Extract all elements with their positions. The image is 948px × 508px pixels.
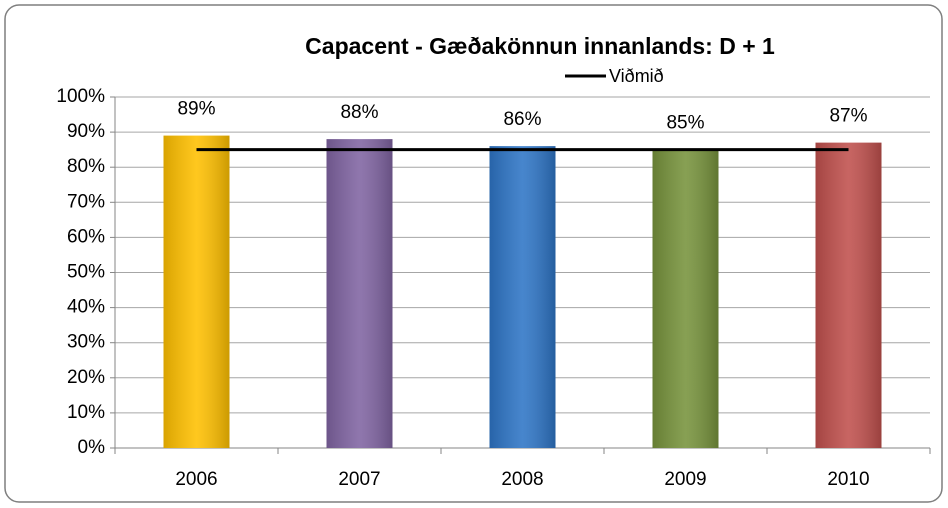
legend-label: Viðmið (609, 66, 664, 86)
data-label: 85% (666, 113, 704, 134)
x-tick-label: 2007 (338, 469, 380, 490)
x-tick-label: 2006 (175, 469, 217, 490)
bar-shade (163, 135, 230, 449)
bar-shade (489, 146, 556, 448)
y-tick-label: 50% (67, 262, 105, 283)
y-tick-label: 80% (67, 156, 105, 177)
chart-title: Capacent - Gæðakönnun innanlands: D + 1 (305, 33, 775, 59)
y-tick-label: 10% (67, 402, 105, 423)
x-tick-label: 2008 (501, 469, 543, 490)
y-tick-label: 70% (67, 191, 105, 212)
y-tick-label: 90% (67, 121, 105, 142)
y-tick-label: 40% (67, 297, 105, 318)
x-tick-label: 2009 (664, 469, 706, 490)
bar-shade (652, 149, 719, 448)
y-tick-label: 0% (78, 437, 106, 458)
y-tick-label: 60% (67, 226, 105, 247)
bar-shade (815, 142, 882, 448)
y-tick-label: 100% (56, 86, 105, 107)
x-tick-label: 2010 (827, 469, 869, 490)
y-tick-label: 30% (67, 332, 105, 353)
bar-shade (326, 139, 393, 448)
data-label: 88% (340, 102, 378, 123)
data-label: 89% (177, 99, 215, 120)
data-label: 87% (829, 106, 867, 127)
chart-frame (4, 4, 943, 503)
y-tick-label: 20% (67, 367, 105, 388)
data-label: 86% (503, 109, 541, 130)
